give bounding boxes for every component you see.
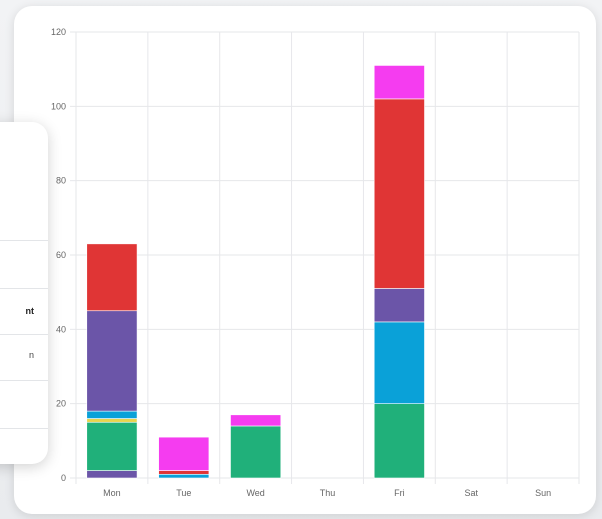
side-panel-divider xyxy=(0,288,48,289)
x-tick-label: Sat xyxy=(464,488,478,498)
bar-segment xyxy=(230,414,282,427)
bar-segment xyxy=(158,473,210,479)
bar-segment xyxy=(86,421,138,471)
bar-segment xyxy=(373,403,425,479)
y-tick-label: 60 xyxy=(56,250,66,260)
y-tick-label: 100 xyxy=(51,101,66,111)
bar-segment xyxy=(373,65,425,100)
bar-segment xyxy=(86,418,138,423)
bar-segment xyxy=(158,436,210,471)
x-tick-label: Fri xyxy=(394,488,405,498)
y-tick-label: 80 xyxy=(56,176,66,186)
y-tick-label: 40 xyxy=(56,324,66,334)
side-panel-divider xyxy=(0,428,48,429)
bar-segment xyxy=(86,243,138,312)
x-tick-label: Thu xyxy=(320,488,336,498)
side-panel-divider xyxy=(0,334,48,335)
x-tick-label: Sun xyxy=(535,488,551,498)
chart-card: 0 20 40 60 80 100 120 Mon Tue Wed Thu Fri Sat Sun xyxy=(14,6,596,514)
y-tick-label: 120 xyxy=(51,27,66,37)
side-panel-divider xyxy=(0,240,48,241)
stacked-bar-chart: 0 20 40 60 80 100 120 Mon Tue Wed Thu Fri Sat Sun xyxy=(51,27,580,498)
bar-segment xyxy=(373,321,425,404)
bar-segment xyxy=(230,425,282,479)
side-panel[interactable]: nt n xyxy=(0,122,48,464)
x-tick-label: Wed xyxy=(246,488,264,498)
bar-segment xyxy=(158,470,210,475)
side-panel-label: nt xyxy=(25,306,35,316)
y-tick-label: 20 xyxy=(56,399,66,409)
bar-segment xyxy=(86,310,138,412)
bar-segment xyxy=(86,410,138,419)
bar-segment xyxy=(373,288,425,323)
side-panel-label: n xyxy=(28,350,34,360)
bar-segment xyxy=(373,98,425,289)
x-tick-label: Mon xyxy=(103,488,121,498)
x-tick-label: Tue xyxy=(176,488,191,498)
bar-segment xyxy=(86,470,138,479)
side-panel-divider xyxy=(0,380,48,381)
y-tick-label: 0 xyxy=(61,473,66,483)
